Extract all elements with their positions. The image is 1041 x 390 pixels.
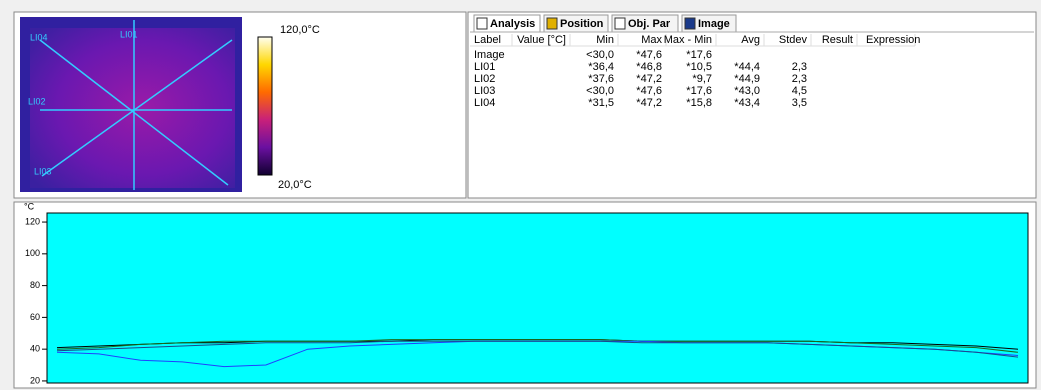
table-cell: *17,6 [686,49,712,61]
table-cell: *47,2 [636,73,662,85]
y-tick-label: 80 [30,280,40,290]
table-cell: 2,3 [792,73,807,85]
column-header: Max [641,34,662,46]
table-cell: *31,5 [588,97,614,109]
scale-min: 20,0°C [278,179,312,191]
plot-area [47,213,1028,383]
table-cell: *44,4 [734,61,760,73]
tab-label[interactable]: Analysis [490,18,535,30]
table-cell: LI01 [474,61,495,73]
table-cell: *17,6 [686,85,712,97]
table-cell: *10,5 [686,61,712,73]
thermal-object [30,28,235,188]
column-header: Max - Min [664,34,712,46]
y-tick-label: 120 [25,216,40,226]
tab-label[interactable]: Obj. Par [628,18,671,30]
column-header: Avg [741,34,760,46]
column-header: Min [596,34,614,46]
tab-icon [615,18,625,29]
table-cell: *15,8 [686,97,712,109]
y-tick-label: 60 [30,312,40,322]
table-cell: *9,7 [692,73,712,85]
y-tick-label: 20 [30,375,40,385]
tab-label[interactable]: Position [560,18,604,30]
table-cell: 4,5 [792,85,807,97]
table-cell: Image [474,49,505,61]
line-label: LI03 [34,166,52,176]
table-cell: 3,5 [792,97,807,109]
table-cell: *43,4 [734,97,760,109]
tab-icon [477,18,487,29]
column-header: Label [474,34,501,46]
column-header: Value [°C] [517,34,566,46]
column-header: Stdev [779,34,808,46]
scale-max: 120,0°C [280,24,320,36]
table-cell: *46,8 [636,61,662,73]
tab-icon [685,18,695,29]
table-cell: *47,6 [636,85,662,97]
y-tick-label: 100 [25,248,40,258]
column-header: Expression [866,34,920,46]
table-cell: *36,4 [588,61,614,73]
y-axis-label: °C [24,201,35,211]
table-cell: LI03 [474,85,495,97]
table-cell: <30,0 [586,49,614,61]
table-cell: *37,6 [588,73,614,85]
line-label: LI02 [28,96,46,106]
color-scale [258,37,272,175]
window: LI01 LI02 LI03 LI04 120,0°C 20,0°C Analy… [0,0,1041,390]
table-cell: *47,2 [636,97,662,109]
tab-icon [547,18,557,29]
table-cell: *43,0 [734,85,760,97]
tab-label[interactable]: Image [698,18,730,30]
table-cell: *47,6 [636,49,662,61]
table-cell: 2,3 [792,61,807,73]
table-cell: *44,9 [734,73,760,85]
line-label: LI01 [120,29,138,39]
table-cell: LI04 [474,97,495,109]
y-tick-label: 40 [30,344,40,354]
table-cell: <30,0 [586,85,614,97]
table-cell: LI02 [474,73,495,85]
line-label: LI04 [30,32,48,42]
column-header: Result [822,34,853,46]
